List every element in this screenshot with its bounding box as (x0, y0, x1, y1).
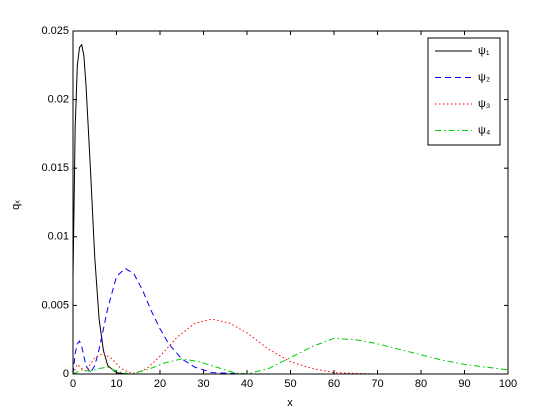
x-tick-label: 20 (154, 378, 166, 390)
axes-box (72, 30, 509, 375)
y-tick-label: 0.015 (41, 162, 69, 174)
x-tick-label: 50 (284, 378, 296, 390)
y-tick-label: 0.02 (48, 94, 69, 106)
x-tick-label: 0 (70, 378, 76, 390)
x-tick-label: 70 (371, 378, 383, 390)
legend-label: ψ₂ (478, 71, 490, 83)
legend-label: ψ₃ (478, 98, 490, 110)
x-tick-label: 10 (110, 378, 122, 390)
line-series (72, 337, 509, 375)
y-tick-label: 0.005 (41, 299, 69, 311)
x-axis-label: x (287, 397, 293, 409)
x-tick-label: 40 (241, 378, 253, 390)
x-tick-label: 100 (499, 378, 517, 390)
y-tick-label: 0 (63, 368, 69, 380)
x-tick-label: 30 (197, 378, 209, 390)
y-tick-label: 0.025 (41, 25, 69, 37)
y-axis-label: qₓ (10, 200, 22, 210)
legend-label: ψ₁ (478, 45, 490, 57)
x-tick-label: 80 (415, 378, 427, 390)
y-tick-label: 0.01 (48, 231, 69, 243)
x-tick-label: 60 (328, 378, 340, 390)
x-tick-label: 90 (458, 378, 470, 390)
legend-box (427, 37, 501, 146)
line-series (72, 318, 508, 375)
legend-label: ψ₄ (478, 124, 491, 136)
